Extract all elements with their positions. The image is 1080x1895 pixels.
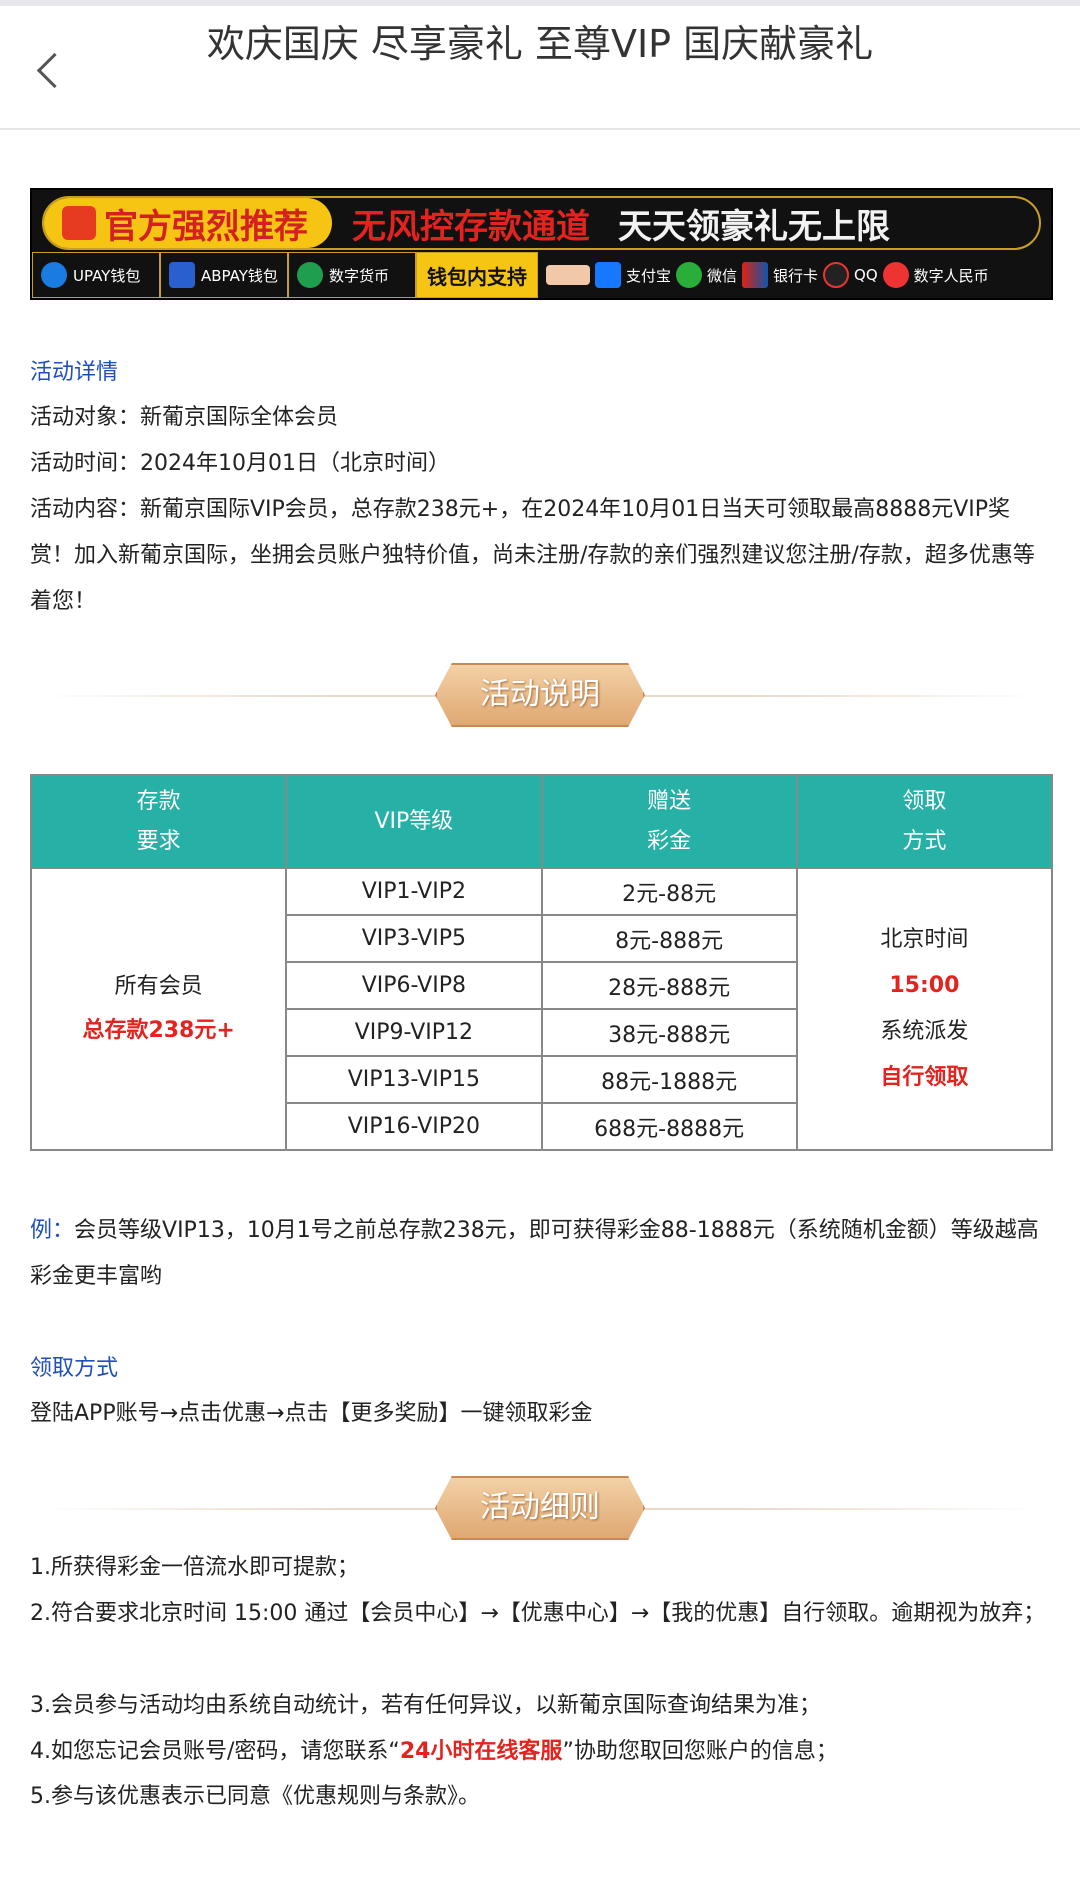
banner-recommend: 官方强烈推荐 (104, 206, 308, 247)
payment-banner: 官方强烈推荐 无风控存款通道 天天领豪礼无上限 UPAY钱包 ABPAY钱包 数… (30, 188, 1053, 300)
bonus-cell: 8元-888元 (540, 914, 798, 963)
details-target: 活动对象：新葡京国际全体会员 (30, 405, 339, 430)
rule-5: 5.参与该优惠表示已同意《优惠规则与条款》。 (30, 1784, 480, 1809)
nav-bar: 欢庆国庆 尽享豪礼 至尊VIP 国庆献豪礼 (0, 0, 1080, 130)
section-title: 活动说明 (435, 663, 645, 727)
table-row: VIP3-VIP5 8元-888元 (31, 914, 1052, 963)
wallet-abpay: ABPAY钱包 (201, 266, 278, 285)
section-divider-rules: 活动说明 (40, 655, 1040, 735)
alipay-icon (595, 262, 621, 288)
wallet-crypto: 数字货币 (329, 266, 390, 285)
abpay-icon (169, 262, 195, 288)
bonus-cell: 2元-88元 (540, 867, 798, 916)
unionpay-icon (742, 262, 769, 288)
table-row: VIP9-VIP12 38元-888元 (31, 1008, 1052, 1057)
level-cell: VIP3-VIP5 (285, 914, 543, 963)
example-text: 例：会员等级VIP13，10月1号之前总存款238元，即可获得彩金88-1888… (30, 1218, 1039, 1289)
method-wechat: 微信 (707, 266, 738, 285)
wallet-upay: UPAY钱包 (73, 266, 141, 285)
col-header-level: VIP等级 (285, 774, 543, 869)
table-row: 所有会员 总存款238元+ VIP1-VIP2 2元-88元 北京时间 15:00 系… (29, 867, 1054, 1151)
customer-service-link[interactable]: 24小时在线客服 (399, 1739, 563, 1764)
claim-text: 登陆APP账号→点击优惠→点击【更多奖励】一键领取彩金 (30, 1401, 593, 1426)
bonus-cell: 28元-888元 (540, 961, 798, 1010)
details-heading: 活动详情 (30, 360, 119, 385)
level-cell: VIP13-VIP15 (285, 1055, 543, 1104)
bonus-cell: 38元-888元 (540, 1008, 798, 1057)
ecny-icon (882, 262, 909, 288)
bonus-cell: 88元-1888元 (540, 1055, 798, 1104)
bonus-table: 存款要求 VIP等级 赠送彩金 领取方式 所有会员 总存款238元+ VIP1-V… (29, 774, 1054, 1151)
banner-daily: 天天领豪礼无上限 (618, 206, 890, 247)
method-ecny: 数字人民币 (913, 266, 989, 285)
requirement-cell: 所有会员 总存款238元+ (29, 867, 288, 1151)
level-cell: VIP1-VIP2 (285, 867, 543, 916)
back-chevron-icon[interactable] (30, 46, 70, 96)
col-header-bonus: 赠送彩金 (540, 774, 798, 869)
rule-1: 1.所获得彩金一倍流水即可提款； (30, 1555, 359, 1580)
page-title: 欢庆国庆 尽享豪礼 至尊VIP 国庆献豪礼 (206, 22, 874, 66)
rule-4: 4.如您忘记会员账号/密码，请您联系“24小时在线客服”协助您取回您账户的信息； (30, 1739, 838, 1764)
table-row: VIP16-VIP20 688元-8888元 (31, 1102, 1052, 1151)
support-label: 钱包内支持 (416, 252, 538, 298)
method-alipay: 支付宝 (626, 266, 672, 285)
details-time: 活动时间：2024年10月01日（北京时间） (30, 451, 450, 476)
section-divider-terms: 活动细则 (40, 1468, 1040, 1548)
banner-channel: 无风控存款通道 (352, 206, 590, 247)
level-cell: VIP16-VIP20 (285, 1102, 543, 1151)
rule-2: 2.符合要求北京时间 15:00 通过【会员中心】→【优惠中心】→【我的优惠】自… (30, 1601, 1046, 1626)
col-header-method: 领取方式 (795, 774, 1054, 869)
claim-heading: 领取方式 (30, 1356, 119, 1381)
table-row: VIP6-VIP8 28元-888元 (31, 961, 1052, 1010)
table-row: VIP13-VIP15 88元-1888元 (31, 1055, 1052, 1104)
pointing-hand-icon (546, 265, 590, 285)
method-qq: QQ (854, 266, 878, 284)
method-cell: 北京时间 15:00 系统派发 自行领取 (795, 867, 1054, 1151)
tether-icon (297, 262, 323, 288)
bonus-cell: 688元-8888元 (540, 1102, 798, 1151)
level-cell: VIP9-VIP12 (285, 1008, 543, 1057)
wechat-icon (676, 262, 703, 288)
method-bank: 银行卡 (773, 266, 819, 285)
upay-icon (41, 262, 67, 288)
qq-icon (823, 262, 850, 288)
details-content: 活动内容：新葡京国际VIP会员，总存款238元+，在2024年10月01日当天可… (30, 497, 1035, 614)
level-cell: VIP6-VIP8 (285, 961, 543, 1010)
section-title: 活动细则 (435, 1476, 645, 1540)
thumbs-up-icon (62, 206, 96, 240)
rule-3: 3.会员参与活动均由系统自动统计，若有任何异议，以新葡京国际查询结果为准； (30, 1693, 821, 1718)
col-header-deposit: 存款要求 (29, 774, 288, 869)
